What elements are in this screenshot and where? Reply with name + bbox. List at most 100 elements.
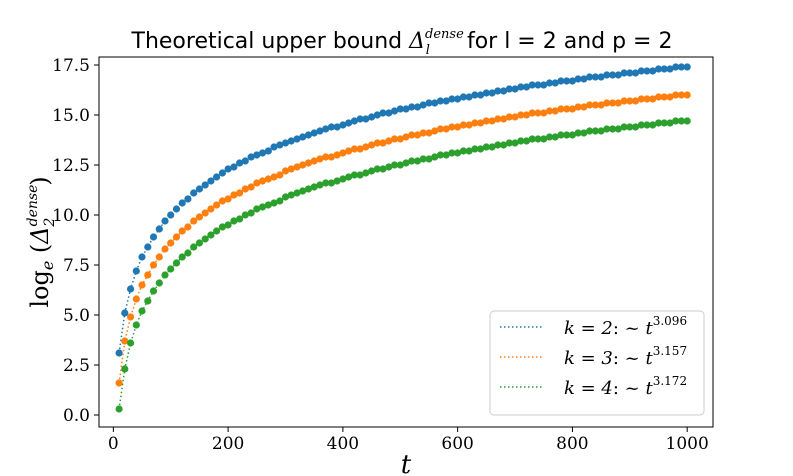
- data-point-k4: [127, 339, 135, 347]
- data-point-k4: [155, 279, 163, 287]
- data-point-k4: [281, 193, 290, 201]
- data-point-k2: [540, 81, 548, 89]
- data-point-k3: [557, 105, 565, 113]
- data-point-k4: [649, 121, 657, 129]
- data-point-k3: [281, 167, 290, 175]
- data-point-k4: [643, 121, 651, 129]
- data-point-k4: [379, 165, 387, 173]
- data-point-k3: [683, 91, 691, 99]
- data-point-k3: [195, 213, 203, 221]
- data-point-k3: [551, 107, 559, 115]
- data-point-k3: [643, 95, 651, 103]
- data-point-k2: [230, 163, 238, 171]
- data-point-k3: [253, 179, 261, 187]
- legend-label: k = 4: ~ t3.172: [564, 374, 687, 399]
- data-point-k2: [362, 115, 370, 123]
- data-point-k3: [224, 195, 232, 203]
- data-point-k2: [396, 105, 404, 113]
- data-point-k3: [477, 119, 485, 127]
- data-point-k2: [631, 69, 640, 77]
- data-point-k4: [138, 307, 146, 315]
- data-point-k4: [672, 117, 680, 125]
- data-point-k3: [368, 141, 376, 149]
- data-point-k2: [522, 83, 531, 91]
- data-point-k3: [247, 183, 255, 191]
- data-point-k2: [350, 117, 358, 125]
- data-point-k3: [299, 161, 307, 169]
- data-point-k2: [276, 141, 284, 149]
- data-point-k2: [316, 127, 324, 135]
- data-point-k4: [253, 205, 261, 213]
- data-point-k3: [167, 239, 175, 247]
- data-point-k2: [649, 67, 657, 75]
- data-point-k4: [545, 133, 554, 141]
- data-point-k2: [413, 103, 422, 111]
- data-point-k3: [236, 189, 244, 197]
- data-point-k3: [597, 101, 605, 109]
- data-point-k2: [683, 63, 691, 71]
- data-point-k2: [339, 121, 347, 129]
- data-point-k2: [482, 89, 490, 97]
- data-point-k2: [626, 69, 634, 77]
- legend-label: k = 3: ~ t3.157: [564, 344, 687, 369]
- data-point-k2: [299, 133, 307, 141]
- data-point-k3: [241, 185, 249, 193]
- data-point-k2: [241, 157, 249, 165]
- data-point-k3: [660, 93, 668, 101]
- data-point-k2: [419, 101, 427, 109]
- data-point-k3: [649, 95, 657, 103]
- x-axis-label: t: [401, 450, 412, 476]
- data-point-k3: [138, 281, 146, 289]
- data-point-k3: [631, 97, 640, 105]
- y-tick-label: 17.5: [52, 56, 90, 76]
- data-point-k2: [293, 135, 301, 143]
- data-point-k3: [339, 149, 347, 157]
- data-point-k4: [413, 157, 422, 165]
- data-point-k2: [207, 177, 215, 185]
- data-point-k2: [178, 199, 186, 207]
- data-point-k3: [419, 129, 427, 137]
- data-point-k4: [373, 165, 381, 173]
- data-point-k3: [471, 119, 479, 127]
- data-point-k4: [568, 131, 577, 139]
- data-point-k3: [563, 105, 571, 113]
- data-point-k2: [505, 85, 513, 93]
- data-point-k2: [402, 105, 410, 113]
- data-point-k4: [195, 239, 203, 247]
- data-point-k2: [666, 65, 674, 73]
- data-point-k3: [528, 109, 536, 117]
- data-point-k2: [195, 185, 203, 193]
- data-point-k4: [167, 265, 175, 273]
- data-point-k4: [190, 243, 198, 251]
- data-point-k2: [167, 211, 175, 219]
- title-sub: l: [426, 43, 430, 58]
- data-point-k3: [230, 191, 238, 199]
- data-point-k2: [431, 99, 439, 107]
- data-point-k4: [563, 131, 571, 139]
- data-point-k2: [385, 109, 393, 117]
- data-point-k3: [264, 175, 272, 183]
- data-point-k4: [218, 223, 226, 231]
- data-point-k3: [373, 139, 381, 147]
- data-point-k4: [178, 253, 186, 261]
- data-point-k3: [149, 261, 158, 269]
- data-point-k2: [454, 95, 462, 103]
- data-point-k4: [241, 211, 249, 219]
- data-point-k4: [121, 365, 129, 373]
- data-point-k2: [327, 123, 335, 131]
- y-tick-label: 0.0: [63, 406, 90, 426]
- y-tick-label: 12.5: [52, 156, 90, 176]
- data-point-k3: [218, 197, 226, 205]
- data-point-k2: [373, 111, 381, 119]
- data-point-k2: [660, 65, 668, 73]
- data-point-k4: [631, 123, 640, 131]
- data-point-k2: [333, 123, 341, 131]
- data-point-k2: [356, 115, 364, 123]
- data-point-k3: [356, 145, 364, 153]
- data-point-k2: [609, 71, 617, 79]
- y-tick-label: 2.5: [63, 356, 90, 376]
- data-point-k4: [350, 171, 358, 179]
- data-point-k3: [431, 127, 439, 135]
- data-point-k2: [557, 77, 565, 85]
- data-point-k2: [172, 205, 181, 213]
